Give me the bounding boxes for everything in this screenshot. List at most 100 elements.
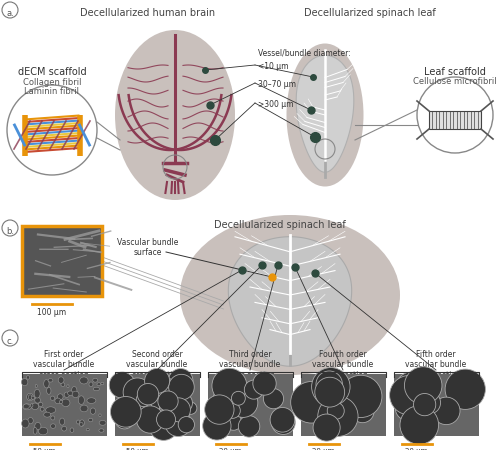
Ellipse shape — [86, 428, 90, 431]
Circle shape — [313, 414, 340, 441]
Text: Collagen fibril: Collagen fibril — [23, 78, 81, 87]
Ellipse shape — [38, 402, 43, 406]
Text: dECM scaffold: dECM scaffold — [18, 67, 86, 77]
Text: Decellularized spinach leaf: Decellularized spinach leaf — [214, 220, 346, 230]
Text: 50 μm: 50 μm — [34, 448, 56, 450]
Circle shape — [312, 368, 350, 406]
Ellipse shape — [76, 420, 80, 424]
Ellipse shape — [80, 405, 88, 412]
Circle shape — [122, 381, 146, 406]
Ellipse shape — [61, 383, 65, 387]
Circle shape — [163, 405, 178, 420]
Circle shape — [168, 369, 193, 393]
Circle shape — [165, 410, 192, 436]
Circle shape — [225, 414, 242, 430]
Circle shape — [228, 388, 258, 418]
Bar — [429, 111, 481, 129]
Circle shape — [178, 417, 194, 433]
Ellipse shape — [62, 399, 70, 406]
Circle shape — [184, 402, 197, 414]
Circle shape — [168, 374, 194, 400]
Circle shape — [351, 400, 374, 423]
Text: 20 μm: 20 μm — [406, 448, 427, 450]
Ellipse shape — [22, 404, 32, 410]
Text: Third order
vascular bundle
cross section: Third order vascular bundle cross sectio… — [220, 350, 280, 380]
Ellipse shape — [80, 423, 83, 426]
Circle shape — [432, 397, 460, 425]
Ellipse shape — [48, 378, 53, 382]
Circle shape — [7, 85, 97, 175]
Text: Leaf scaffold: Leaf scaffold — [424, 67, 486, 77]
Circle shape — [417, 77, 493, 153]
Ellipse shape — [101, 382, 104, 385]
Ellipse shape — [180, 215, 400, 375]
Ellipse shape — [38, 427, 48, 435]
Circle shape — [390, 375, 429, 415]
Ellipse shape — [99, 429, 104, 432]
Circle shape — [110, 396, 141, 427]
Circle shape — [396, 396, 419, 420]
Ellipse shape — [68, 391, 73, 396]
Circle shape — [445, 369, 486, 410]
Circle shape — [272, 410, 295, 434]
Circle shape — [213, 390, 229, 406]
Circle shape — [166, 393, 189, 416]
Ellipse shape — [62, 426, 66, 431]
Ellipse shape — [67, 385, 69, 388]
Circle shape — [132, 401, 154, 422]
Circle shape — [340, 375, 382, 418]
Ellipse shape — [94, 387, 100, 391]
Circle shape — [212, 368, 247, 403]
Ellipse shape — [33, 428, 37, 434]
Circle shape — [138, 383, 158, 405]
Ellipse shape — [93, 378, 98, 382]
Ellipse shape — [40, 407, 44, 411]
Text: First order
vascular bundle
cross section: First order vascular bundle cross sectio… — [34, 350, 94, 380]
Circle shape — [238, 416, 260, 437]
Circle shape — [318, 396, 358, 436]
Circle shape — [290, 382, 332, 423]
Text: b.: b. — [6, 228, 14, 237]
Circle shape — [414, 393, 436, 416]
Ellipse shape — [28, 418, 34, 424]
Circle shape — [330, 396, 349, 414]
Ellipse shape — [34, 397, 40, 403]
Text: 20 μm: 20 μm — [312, 448, 334, 450]
Circle shape — [136, 406, 164, 433]
Circle shape — [156, 410, 176, 429]
Text: Laminin fibril: Laminin fibril — [24, 87, 80, 96]
Text: Vessel/bundle diameter:: Vessel/bundle diameter: — [258, 48, 351, 57]
Text: a.: a. — [6, 9, 14, 18]
Ellipse shape — [60, 418, 64, 425]
Text: Vascular bundle
surface: Vascular bundle surface — [118, 238, 178, 257]
Circle shape — [222, 392, 244, 414]
Ellipse shape — [30, 404, 33, 407]
Bar — [22, 374, 106, 436]
Ellipse shape — [80, 377, 88, 384]
Text: >300 μm: >300 μm — [258, 100, 294, 109]
Ellipse shape — [115, 30, 235, 200]
Ellipse shape — [90, 408, 96, 414]
Ellipse shape — [99, 414, 101, 417]
Ellipse shape — [35, 423, 41, 430]
Text: 50 μm: 50 μm — [126, 448, 148, 450]
Ellipse shape — [58, 394, 63, 400]
Text: Decellularized human brain: Decellularized human brain — [80, 8, 216, 18]
Ellipse shape — [87, 398, 96, 403]
Ellipse shape — [26, 376, 30, 379]
Ellipse shape — [22, 378, 28, 386]
Circle shape — [396, 372, 426, 401]
Ellipse shape — [78, 396, 84, 405]
Ellipse shape — [58, 377, 64, 383]
Circle shape — [136, 392, 150, 407]
Ellipse shape — [51, 416, 55, 420]
Ellipse shape — [36, 384, 37, 388]
Ellipse shape — [34, 389, 40, 398]
Ellipse shape — [26, 393, 34, 400]
Circle shape — [166, 398, 190, 422]
Circle shape — [327, 402, 344, 419]
Circle shape — [202, 412, 231, 440]
Ellipse shape — [99, 420, 106, 425]
Text: 100 μm: 100 μm — [38, 308, 66, 317]
Ellipse shape — [64, 392, 70, 397]
